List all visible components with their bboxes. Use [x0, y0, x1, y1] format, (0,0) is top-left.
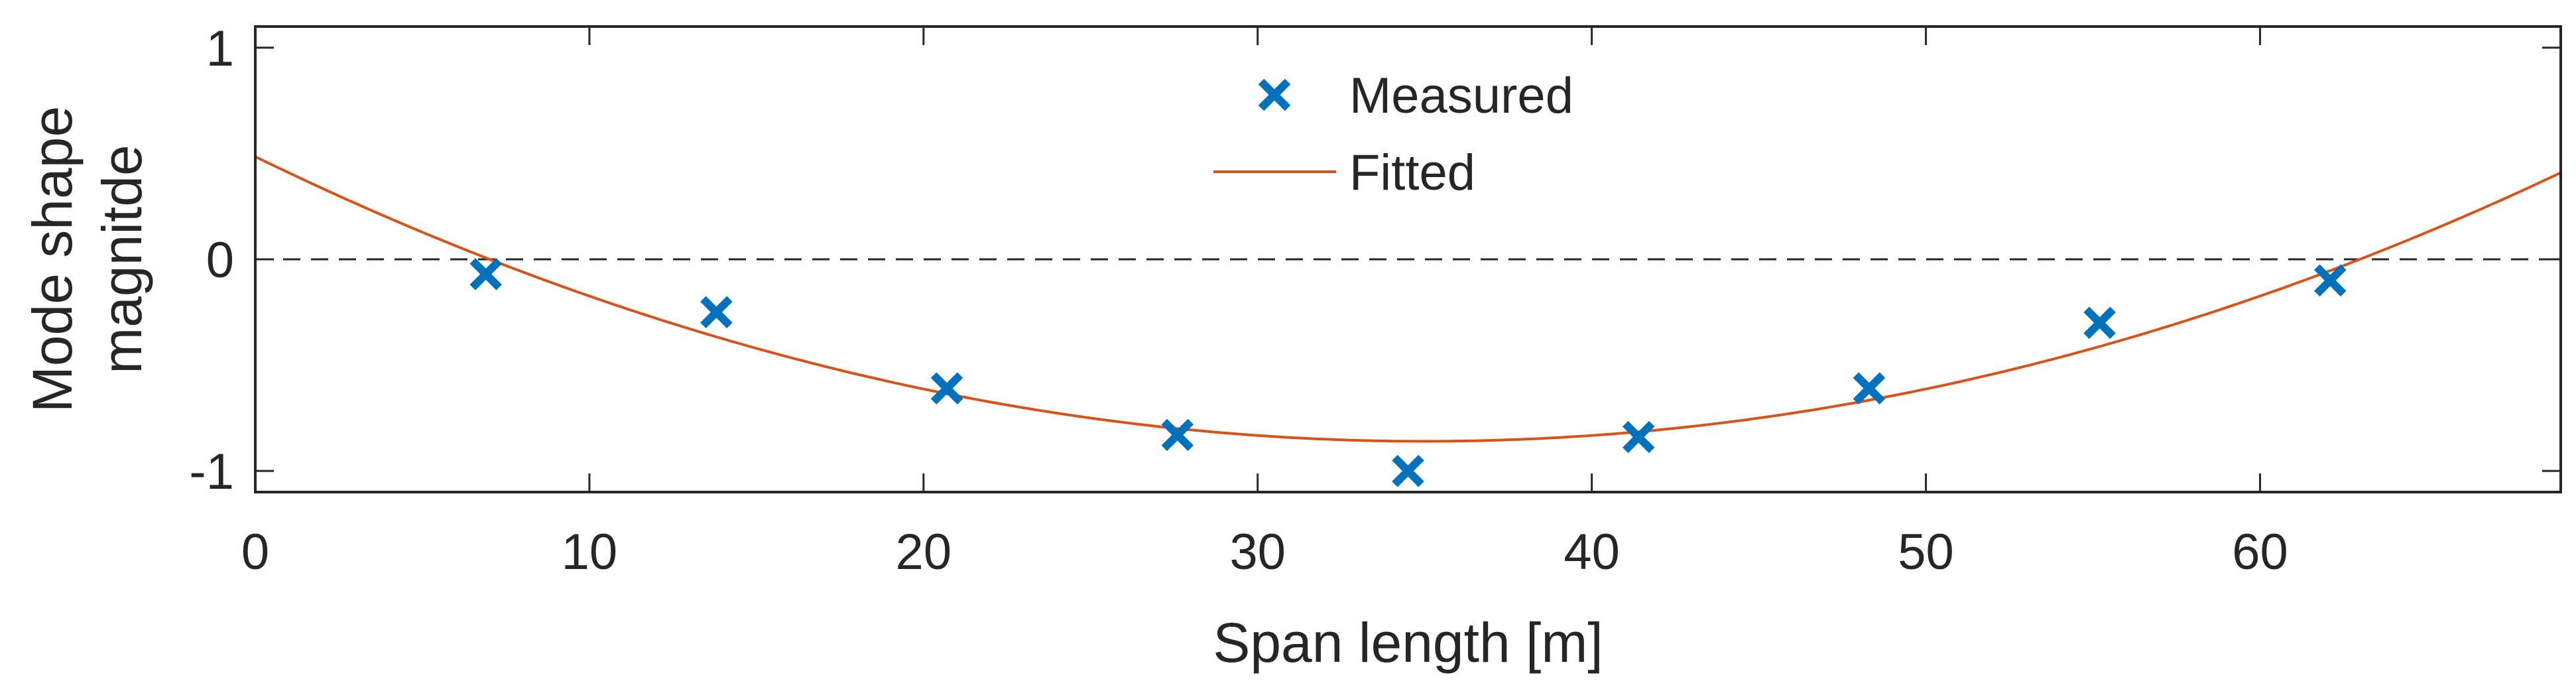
marker-stroke-b — [469, 258, 502, 290]
legend-x-marker — [1258, 78, 1291, 111]
measured-point-2 — [700, 296, 733, 329]
measured-point-7 — [1853, 372, 1886, 405]
measured-point-6 — [1622, 420, 1655, 454]
x-tick-label-50: 50 — [1898, 524, 1954, 580]
marker-stroke-b — [2314, 264, 2347, 297]
marker-stroke-b — [2083, 306, 2116, 339]
marker-stroke-b — [1161, 418, 1194, 452]
marker-stroke-b — [1622, 420, 1655, 454]
measured-point-8 — [2083, 306, 2116, 339]
y-tick-label-0: 0 — [206, 232, 234, 288]
marker-stroke-b — [1258, 78, 1291, 111]
measured-point-1 — [469, 258, 502, 290]
x-tick-label-60: 60 — [2232, 524, 2288, 580]
legend: Measured Fitted — [1213, 68, 1573, 201]
y-axis-label-line-2: magnitde — [91, 145, 153, 374]
legend-label-measured: Measured — [1349, 68, 1573, 124]
x-tick-label-30: 30 — [1229, 524, 1286, 580]
legend-item-measured: Measured — [1258, 68, 1573, 124]
measured-point-9 — [2314, 264, 2347, 297]
y-axis-label-line-1: Mode shape — [21, 106, 84, 412]
marker-stroke-b — [1392, 454, 1424, 487]
marker-stroke-b — [700, 296, 733, 329]
legend-measured-x-marker — [1258, 78, 1291, 111]
y-tick-label-1: 1 — [206, 21, 234, 77]
fitted-curve — [255, 155, 2561, 443]
plot-area — [255, 155, 2561, 487]
measured-point-3 — [930, 372, 963, 405]
y-tick-label--1: -1 — [189, 444, 234, 500]
x-axis-label: Span length [m] — [1213, 611, 1603, 674]
legend-label-fitted: Fitted — [1349, 145, 1475, 201]
legend-item-fitted: Fitted — [1213, 145, 1475, 201]
x-tick-label-10: 10 — [562, 524, 618, 580]
x-tick-label-20: 20 — [896, 524, 952, 580]
measured-point-5 — [1392, 454, 1424, 487]
x-tick-label-40: 40 — [1564, 524, 1620, 580]
axes: 0 10 20 30 40 50 60-101 — [189, 21, 2562, 580]
marker-stroke-b — [930, 372, 963, 405]
measured-point-4 — [1161, 418, 1194, 452]
x-tick-label-0: 0 — [241, 524, 269, 580]
marker-stroke-b — [1853, 372, 1886, 405]
